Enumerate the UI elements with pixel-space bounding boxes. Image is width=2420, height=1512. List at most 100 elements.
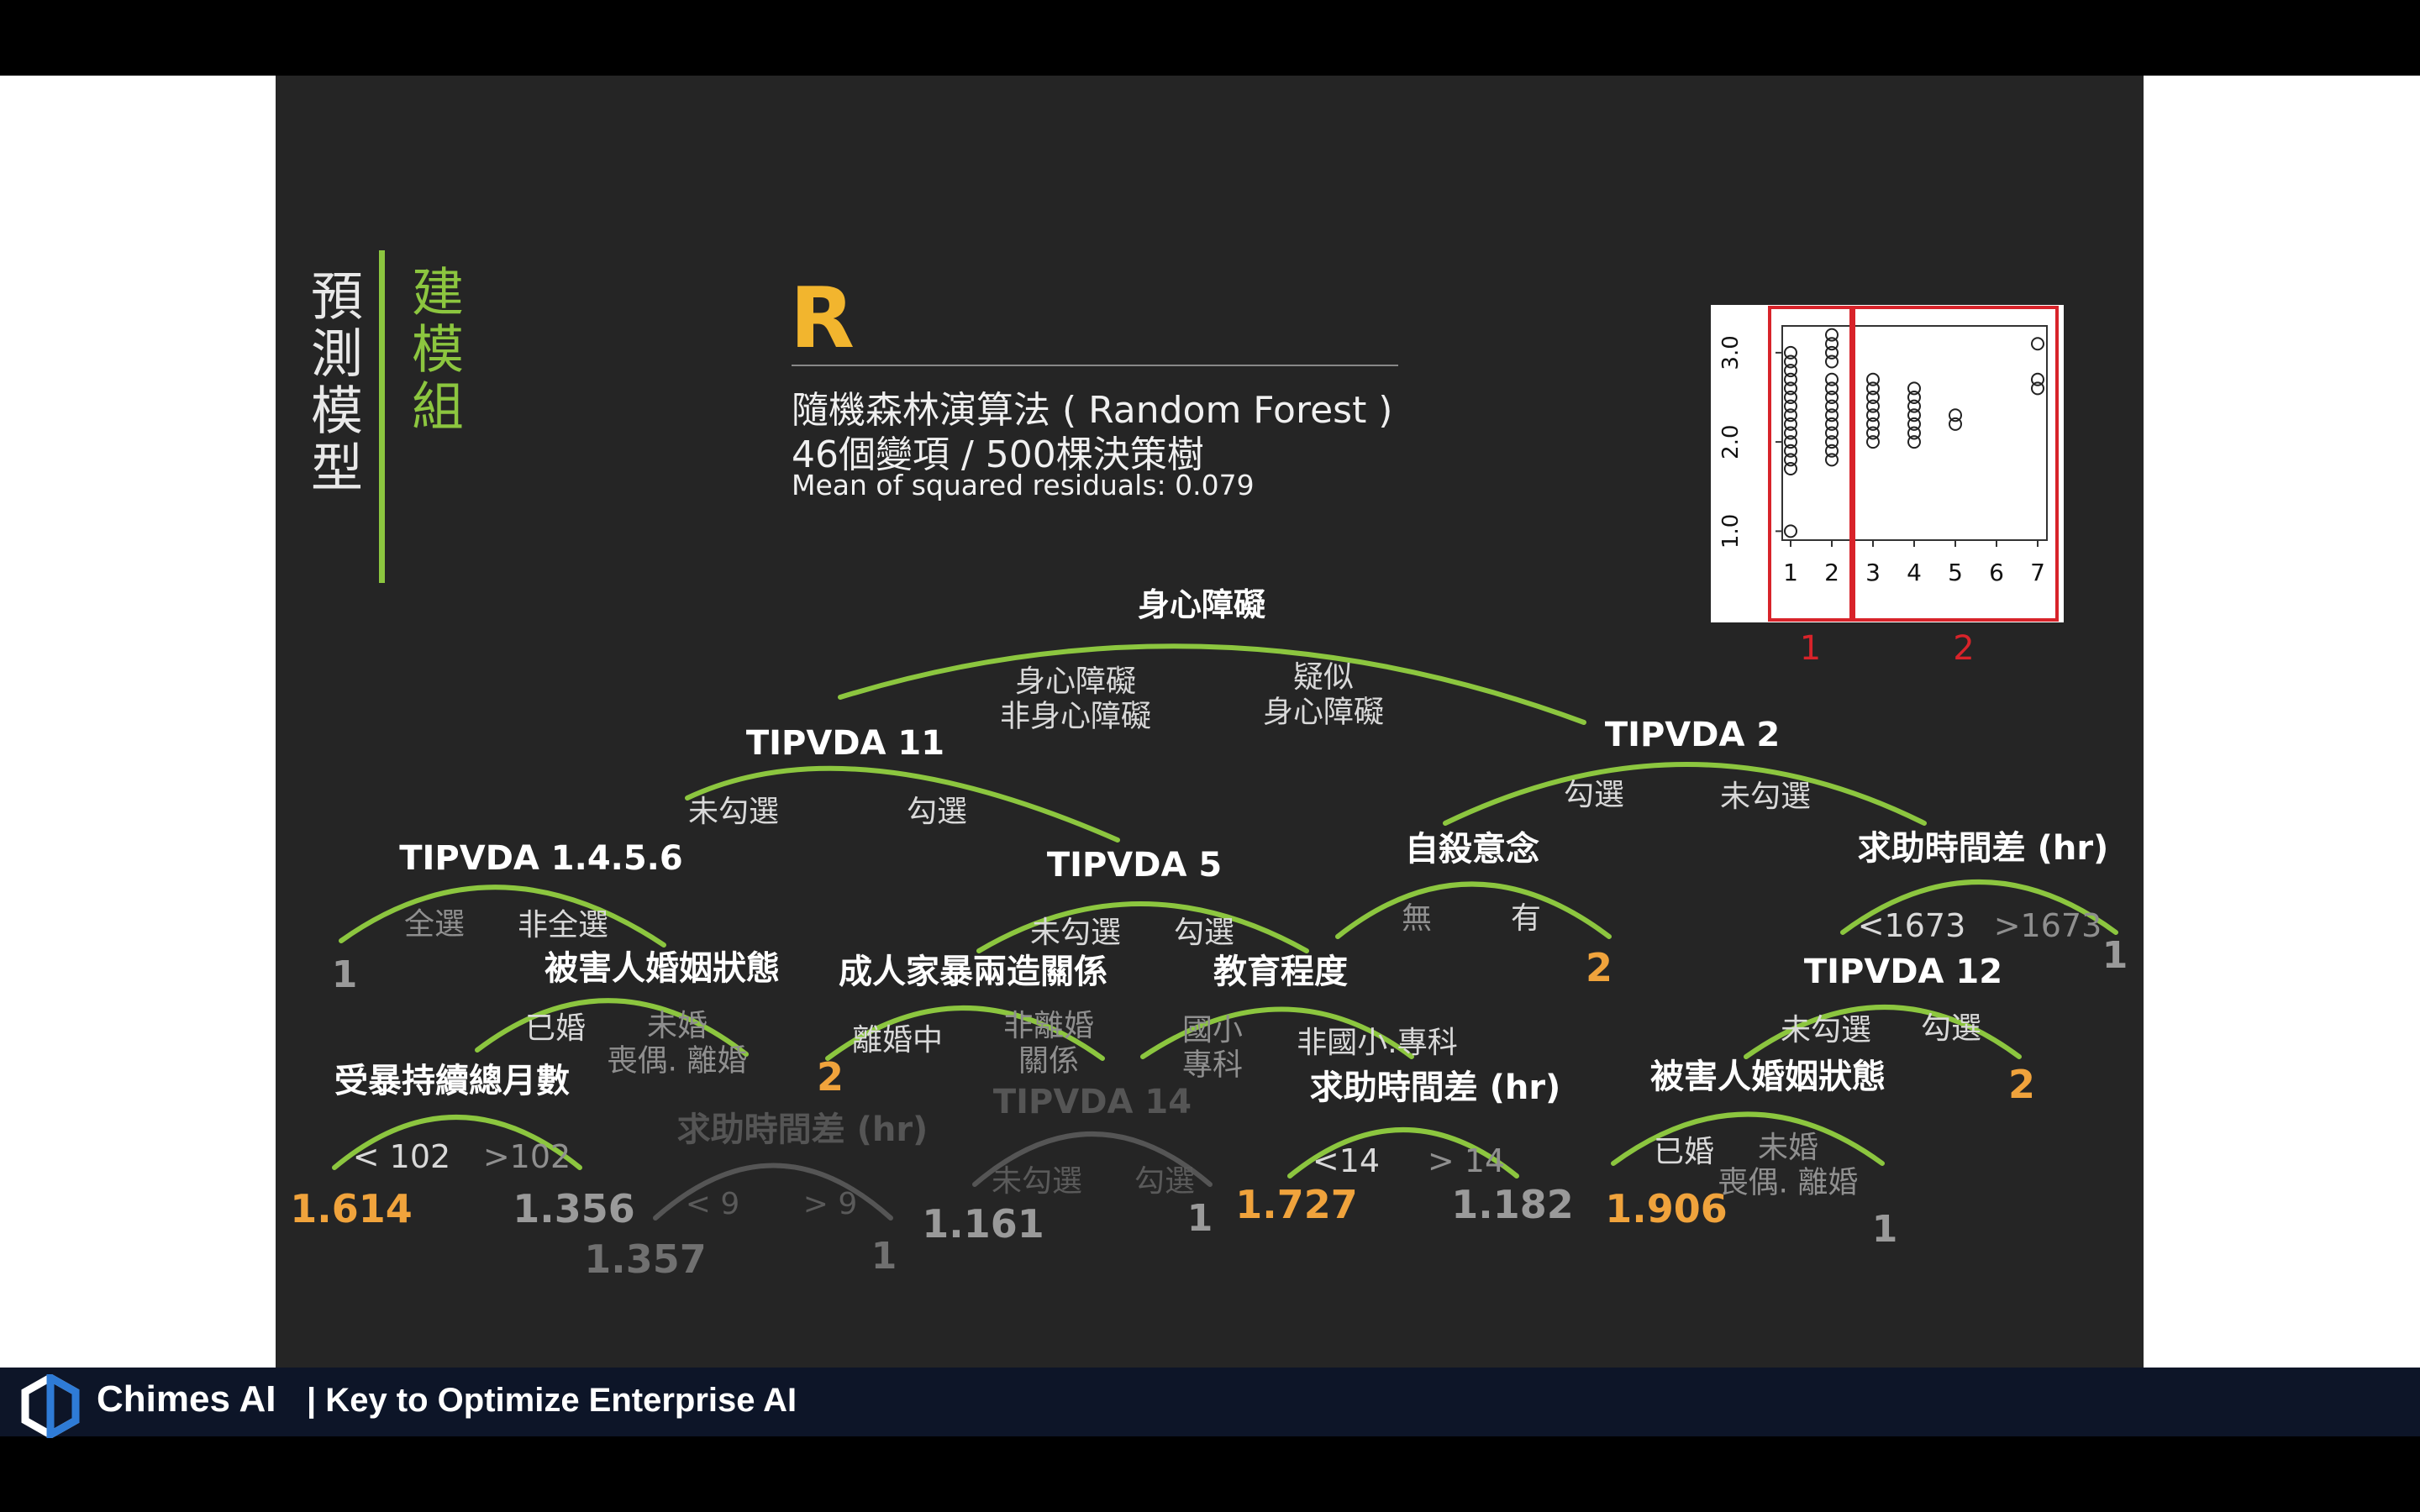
node-abuse-months: 受暴持續總月數 — [334, 1062, 570, 1100]
branch-label-htf-right: > 9 — [803, 1187, 858, 1221]
scatter-point — [1825, 345, 1839, 360]
node-tipvda14: TIPVDA 14 — [993, 1083, 1192, 1121]
brand-name: Chimes AI — [97, 1378, 276, 1420]
node-tipvda5: TIPVDA 5 — [1047, 846, 1222, 885]
node-marital-status-right: 被害人婚姻狀態 — [1650, 1058, 1886, 1096]
group-label: 1 — [1800, 629, 1821, 668]
branch-label-t2-right: 未勾選 — [1720, 780, 1811, 814]
branch-label-t5-left: 未勾選 — [1030, 916, 1121, 950]
scatter-point — [1866, 426, 1880, 440]
scatter-point — [1866, 408, 1880, 423]
branch-label-root-left: 身心障礙非身心障礙 — [1000, 664, 1151, 733]
brand-tagline: | Key to Optimize Enterprise AI — [307, 1382, 797, 1419]
scatter-point — [1907, 417, 1921, 431]
chimes-logo-icon — [21, 1374, 80, 1438]
inset-plot-svg: 1.0 2.0 3.0 1 2 3 4 5 6 7 — [1718, 306, 2059, 622]
scatter-point — [1784, 444, 1797, 458]
x-tick-label: 1 — [1783, 559, 1798, 586]
scatter-point — [1825, 435, 1839, 449]
node-suicide-ideation: 自殺意念 — [1405, 830, 1539, 869]
x-tick-label: 4 — [1907, 559, 1922, 586]
scatter-point — [1866, 417, 1880, 431]
scatter-point — [1784, 417, 1797, 431]
scatter-point — [1784, 345, 1797, 360]
scatter-point — [1784, 364, 1797, 378]
tipvda5-arc — [976, 901, 1309, 953]
leaf-value: 1.727 — [1235, 1182, 1358, 1227]
branch-label-marl-left: 已婚 — [525, 1011, 586, 1046]
education-arc — [1140, 1006, 1414, 1059]
help-time-right-arc — [1840, 879, 2118, 935]
leaf-value: 1.614 — [290, 1186, 413, 1231]
leaf-value: 1 — [871, 1235, 897, 1278]
scatter-point — [1866, 381, 1880, 396]
branch-label-suicide-left: 無 — [1402, 901, 1432, 936]
scatter-point — [1866, 391, 1880, 404]
group-label: 2 — [1953, 629, 1974, 668]
scatter-point — [1907, 391, 1921, 404]
root-arc — [838, 643, 1586, 725]
leaf-value: 1 — [2102, 934, 2128, 977]
scatter-point — [1825, 372, 1839, 386]
node-marital-status-left: 被害人婚姻狀態 — [544, 949, 780, 988]
branch-label-t1456-left: 全選 — [404, 907, 465, 942]
algorithm-name: 隨機森林演算法 ( Random Forest ) — [792, 389, 1393, 432]
scatter-point — [1866, 372, 1880, 386]
scatter-point — [1907, 399, 1921, 413]
header-divider — [792, 365, 1398, 366]
scatter-point — [1784, 399, 1797, 413]
branch-label-suicide-right: 有 — [1511, 901, 1541, 936]
scatter-point — [1784, 524, 1797, 538]
group-1-box — [1768, 306, 1853, 622]
leaf-value: 1 — [332, 953, 358, 996]
scatter-point — [1784, 435, 1797, 449]
x-tick-label: 6 — [1989, 559, 2004, 586]
marital-right-arc — [1611, 1111, 1885, 1166]
tipvda12-arc — [1744, 1005, 2022, 1059]
node-tipvda11: TIPVDA 11 — [746, 724, 944, 763]
branch-label-t14-left: 未勾選 — [992, 1164, 1082, 1199]
tipvda14-arc — [972, 1131, 1213, 1187]
leaf-value: 2 — [1586, 945, 1612, 990]
node-education: 教育程度 — [1213, 953, 1348, 991]
scatter-point — [2031, 381, 2044, 396]
header-letter: R — [790, 269, 855, 367]
scatter-point — [1825, 426, 1839, 440]
y-tick-label: 1.0 — [1718, 514, 1744, 549]
branch-label-root-right: 疑似身心障礙 — [1263, 660, 1384, 729]
branch-label-t5-right: 勾選 — [1174, 916, 1234, 950]
scatter-point — [1784, 354, 1797, 369]
leaf-value: 1 — [1872, 1208, 1898, 1251]
scatter-point — [1784, 462, 1797, 475]
scatter-point — [1949, 408, 1962, 423]
branch-label-helpr-left: <1673 — [1858, 907, 1966, 944]
scatter-point — [1907, 408, 1921, 423]
scatter-point — [1825, 391, 1839, 404]
branch-label-adv-right: 非離婚關係 — [1003, 1009, 1094, 1078]
scatter-point — [1784, 381, 1797, 396]
scatter-point — [1825, 408, 1839, 423]
x-tick-label: 5 — [1948, 559, 1963, 586]
branch-label-marr-left: 已婚 — [1654, 1135, 1714, 1169]
node-tipvda1456: TIPVDA 1.4.5.6 — [399, 839, 682, 878]
model-metric: Mean of squared residuals: 0.079 — [792, 469, 1255, 501]
scatter-point — [1825, 453, 1839, 467]
scatter-point — [1825, 328, 1839, 342]
suicide-arc — [1335, 881, 1612, 939]
branch-label-t11-right: 勾選 — [907, 795, 967, 829]
branch-label-marl-right: 未婚喪偶. 離婚 — [608, 1009, 748, 1078]
scatter-point — [1784, 453, 1797, 467]
leaf-value: 1.182 — [1451, 1182, 1574, 1227]
y-tick-label: 3.0 — [1718, 335, 1744, 370]
x-tick-label: 2 — [1824, 559, 1839, 586]
scatter-point — [1825, 399, 1839, 413]
branch-label-htf-left: < 9 — [686, 1187, 740, 1221]
leaf-value: 2 — [817, 1054, 844, 1100]
scatter-point — [1825, 337, 1839, 351]
x-tick-label: 3 — [1865, 559, 1881, 586]
scatter-point — [2031, 372, 2044, 386]
marital-left-arc — [475, 998, 749, 1057]
scatter-point — [1825, 381, 1839, 396]
node-help-time-mid: 求助時間差 (hr) — [1310, 1068, 1561, 1107]
footer-bar — [0, 1368, 2420, 1436]
